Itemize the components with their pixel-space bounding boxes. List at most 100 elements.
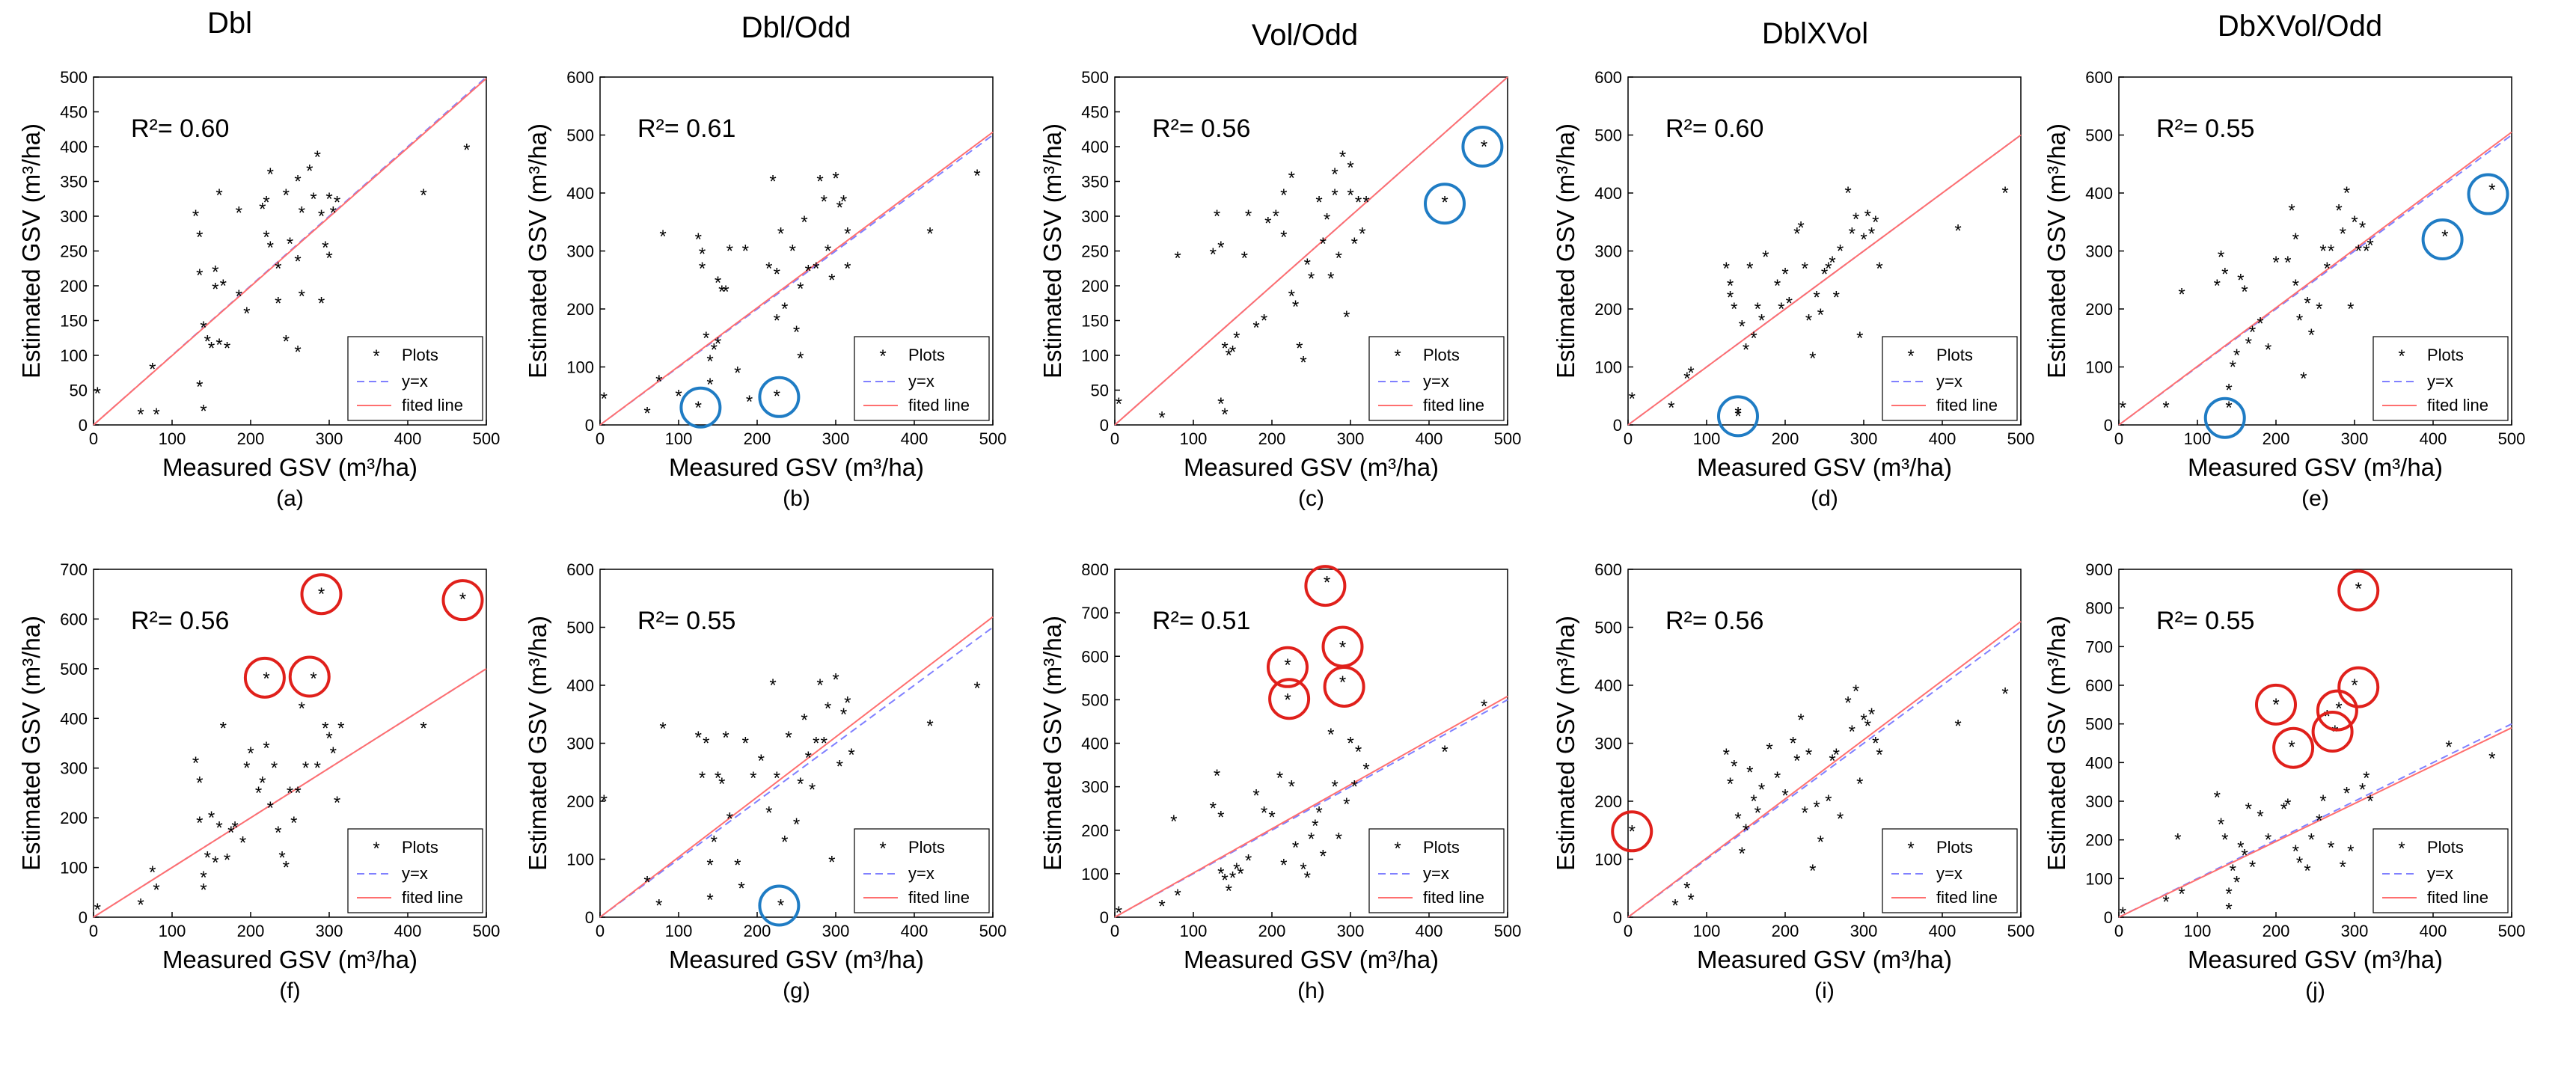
x-tick-label: 0	[1624, 922, 1633, 940]
data-point: *	[1876, 745, 1882, 765]
data-point: *	[1746, 762, 1753, 783]
data-point: *	[463, 141, 470, 161]
legend-label-fitted: fited line	[2427, 396, 2488, 414]
data-point: *	[1280, 855, 1287, 875]
x-tick-label: 500	[979, 922, 1007, 940]
data-point: *	[1833, 745, 1840, 765]
data-point: *	[2265, 340, 2271, 360]
data-point: *	[1229, 342, 1236, 362]
fitted-line	[1627, 620, 2022, 918]
data-point: *	[2347, 299, 2354, 319]
data-point: *	[718, 774, 725, 794]
data-point: *	[2363, 242, 2370, 262]
data-point: *	[243, 759, 250, 779]
outlier-circle-blue	[2467, 173, 2509, 215]
y-tick-label: 500	[2085, 126, 2113, 145]
x-tick-label: 100	[2184, 922, 2212, 940]
x-tick-label: 300	[1850, 429, 1878, 448]
data-point: *	[275, 259, 281, 279]
data-point: *	[2367, 791, 2373, 812]
data-point: *	[1292, 838, 1299, 858]
data-point: *	[325, 729, 332, 749]
y-tick-label: 50	[70, 382, 88, 400]
data-point: *	[2308, 830, 2315, 851]
data-point: *	[330, 203, 337, 223]
outlier-circle-blue	[2203, 396, 2246, 439]
x-tick-label: 500	[979, 429, 1007, 448]
y-tick-label: 200	[2085, 300, 2113, 319]
r-squared-label: R²= 0.56	[1152, 114, 1250, 143]
y-axis-label: Estimated GSV (m³/ha)	[17, 123, 45, 379]
data-point: *	[1174, 886, 1181, 906]
y-tick-label: 600	[1594, 68, 1622, 87]
data-point: *	[2292, 842, 2299, 862]
data-point: *	[1860, 711, 1867, 731]
outlier-circle-blue	[1717, 395, 1759, 438]
y-tick-label: 400	[2085, 753, 2113, 772]
data-point: *	[1288, 168, 1295, 189]
data-point: *	[655, 372, 662, 392]
data-point: *	[1817, 305, 1824, 325]
y-tick-label: 200	[1594, 792, 1622, 811]
y-tick-label: 800	[1081, 560, 1109, 579]
data-point: *	[821, 734, 827, 754]
y-tick-label: 400	[1081, 138, 1109, 156]
legend-marker-plots: *	[1394, 346, 1401, 367]
fitted-line	[599, 616, 994, 918]
x-axis-label: Measured GSV (m³/ha)	[1184, 946, 1439, 973]
x-tick-label: 0	[2114, 922, 2123, 940]
data-point: *	[271, 759, 278, 779]
x-tick-label: 0	[2114, 429, 2123, 448]
data-point: *	[1288, 777, 1295, 797]
data-point: *	[777, 224, 784, 244]
data-point: *	[1252, 786, 1259, 806]
y-tick-label: 450	[60, 103, 88, 122]
data-point: *	[294, 172, 301, 192]
data-point: *	[1809, 861, 1816, 881]
y-tick-label: 0	[79, 908, 88, 927]
y-axis-label: Estimated GSV (m³/ha)	[2043, 616, 2070, 871]
data-point: *	[2355, 579, 2362, 599]
data-point: *	[275, 293, 281, 313]
data-point: *	[643, 873, 650, 893]
data-point: *	[973, 679, 980, 699]
data-point: *	[643, 404, 650, 424]
x-tick-label: 100	[665, 429, 693, 448]
x-tick-label: 200	[1258, 429, 1286, 448]
data-point: *	[1774, 276, 1781, 296]
x-tick-label: 500	[2007, 922, 2035, 940]
data-point: *	[722, 728, 729, 748]
data-point: *	[1793, 751, 1800, 771]
y-tick-label: 300	[566, 735, 594, 753]
x-tick-label: 300	[316, 429, 343, 448]
y-tick-label: 100	[1594, 851, 1622, 869]
x-tick-label: 400	[901, 922, 928, 940]
data-point: *	[1339, 638, 1346, 658]
legend-box	[1368, 828, 1505, 913]
outlier-circle-blue	[2421, 218, 2464, 260]
data-point: *	[1731, 757, 1737, 777]
data-point: *	[2241, 845, 2248, 866]
data-point: *	[805, 262, 812, 282]
y-tick-label: 300	[60, 759, 88, 778]
data-point: *	[785, 728, 792, 748]
legend-label-identity: y=x	[402, 864, 428, 883]
y-tick-label: 100	[2085, 358, 2113, 377]
data-point: *	[2233, 873, 2240, 893]
data-point: *	[777, 896, 784, 916]
data-point: *	[322, 719, 328, 739]
x-tick-label: 400	[1416, 429, 1443, 448]
x-tick-label: 0	[1624, 429, 1633, 448]
x-axis-label: Measured GSV (m³/ha)	[1697, 946, 1952, 973]
y-tick-label: 700	[1081, 604, 1109, 622]
data-point: *	[208, 339, 215, 359]
x-tick-label: 400	[1416, 922, 1443, 940]
data-point: *	[926, 716, 933, 736]
data-point: *	[283, 858, 290, 878]
data-point: *	[1339, 673, 1346, 693]
data-point: *	[2218, 815, 2224, 835]
panel-label: (d)	[1811, 486, 1838, 511]
data-point: *	[2162, 398, 2169, 418]
data-point: *	[2296, 311, 2303, 331]
